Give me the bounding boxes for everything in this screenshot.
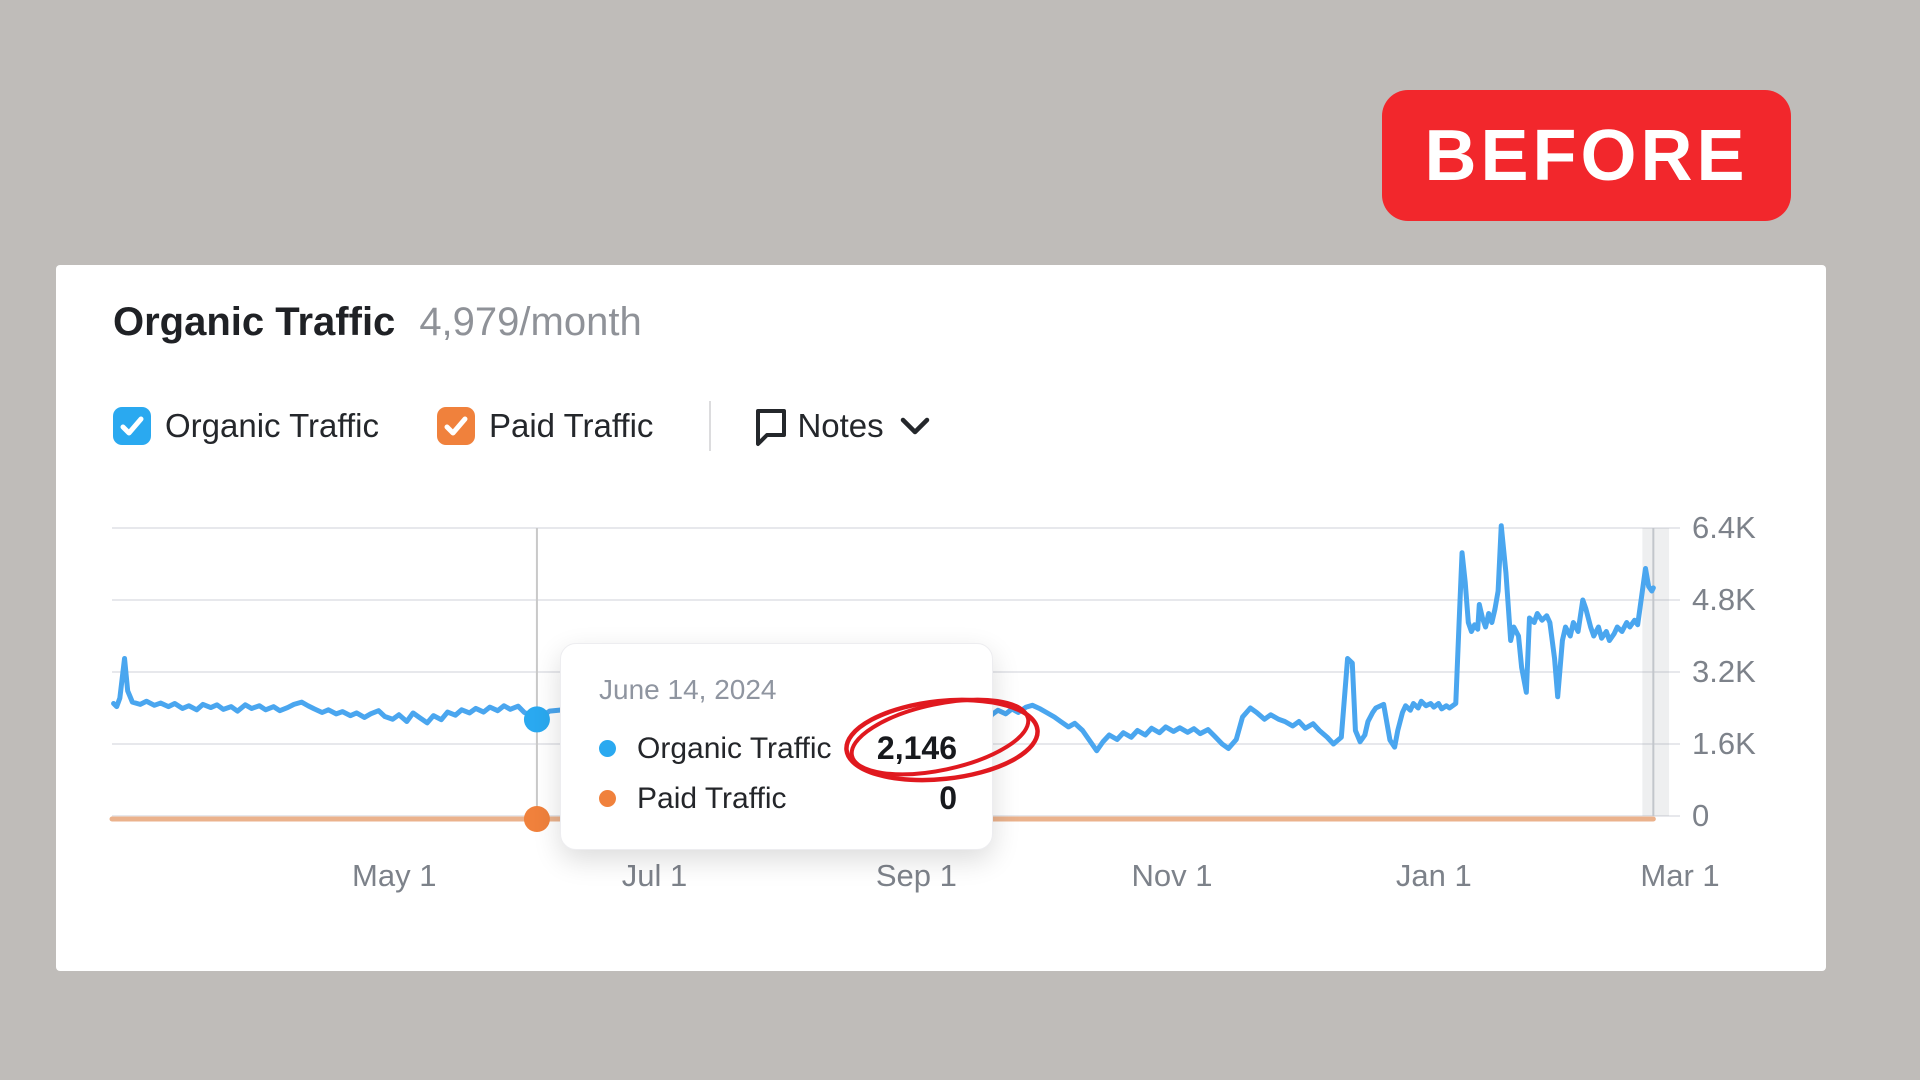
x-tick-label: Mar 1: [1640, 858, 1720, 893]
tooltip-row-organic: Organic Traffic 2,146: [599, 730, 957, 767]
panel-subtitle: 4,979/month: [419, 300, 642, 344]
y-tick-label: 3.2K: [1692, 654, 1756, 689]
organic-dot-icon: [599, 740, 616, 757]
x-tick-label: Jul 1: [621, 858, 688, 893]
notes-label: Notes: [797, 407, 884, 444]
notes-button[interactable]: Notes: [751, 405, 929, 447]
tooltip-organic-label: Organic Traffic: [637, 731, 832, 765]
tooltip-date: June 14, 2024: [599, 674, 777, 705]
tooltip-organic-value: 2,146: [876, 730, 957, 766]
legend-divider: [709, 401, 712, 451]
x-tick-label: Sep 1: [875, 858, 957, 893]
checkbox-checked-icon: [113, 407, 151, 445]
paid-hover-dot: [523, 806, 550, 832]
tooltip-paid-label: Paid Traffic: [637, 781, 787, 815]
panel-title: Organic Traffic: [113, 300, 396, 344]
y-tick-label: 1.6K: [1692, 726, 1756, 761]
red-circle-annotation-icon: [844, 697, 1040, 783]
paid-traffic-checkbox[interactable]: Paid Traffic: [436, 407, 654, 445]
before-badge: BEFORE: [1382, 90, 1791, 221]
tooltip-paid-value: 0: [939, 780, 957, 816]
x-tick-label: Jan 1: [1395, 858, 1472, 893]
y-tick-label: 6.4K: [1692, 510, 1756, 545]
organic-hover-dot: [523, 706, 550, 733]
chevron-down-icon: [900, 417, 929, 435]
checkbox-checked-icon: [436, 407, 475, 445]
y-tick-label: 0: [1692, 798, 1710, 833]
tooltip-row-paid: Paid Traffic 0: [599, 780, 957, 817]
paid-dot-icon: [599, 790, 616, 807]
legend-label-paid: Paid Traffic: [488, 407, 654, 444]
legend-label-organic: Organic Traffic: [165, 407, 379, 444]
before-badge-label: BEFORE: [1424, 115, 1749, 196]
chart-tooltip: June 14, 2024 Organic Traffic 2,146 Paid…: [560, 643, 993, 850]
panel-title-row: Organic Traffic 4,979/month: [113, 300, 642, 345]
organic-traffic-checkbox[interactable]: Organic Traffic: [113, 407, 379, 445]
y-tick-label: 4.8K: [1692, 582, 1756, 617]
organic-traffic-line: [111, 523, 1656, 754]
legend-row: Organic Traffic Paid Traffic Notes: [113, 401, 930, 451]
speech-bubble-icon: [756, 409, 787, 446]
x-tick-label: Nov 1: [1131, 858, 1213, 893]
x-tick-label: May 1: [352, 858, 437, 893]
